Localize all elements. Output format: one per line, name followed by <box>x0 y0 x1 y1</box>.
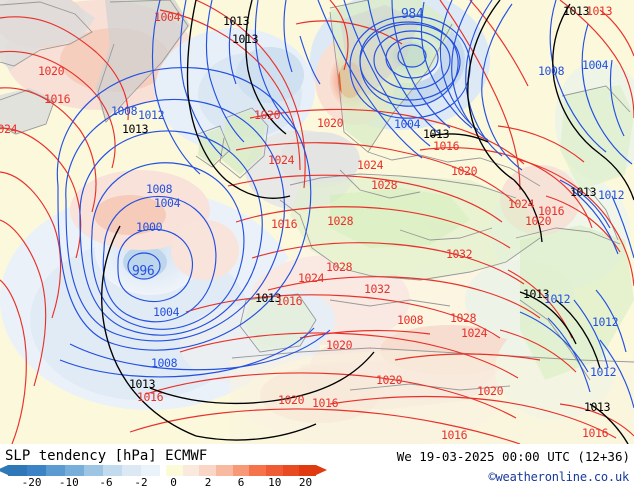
colorbar-swatch <box>249 465 266 476</box>
colorbar-swatch <box>232 465 250 476</box>
colorbar-negative-strip <box>8 465 160 476</box>
colorbar-swatch <box>122 465 141 476</box>
colorbar-tick-label: -10 <box>58 476 79 489</box>
colorbar-swatch <box>299 465 316 476</box>
colorbar-left-arrow <box>0 465 8 475</box>
copyright-credit: ©weatheronline.co.uk <box>488 470 630 484</box>
colorbar-swatch <box>199 465 216 476</box>
isobars-low <box>56 0 634 409</box>
map-canvas <box>0 0 634 444</box>
colorbar-swatch <box>182 465 200 476</box>
colorbar-negative[interactable]: -20 -10 -6 -2 <box>0 464 160 489</box>
isobars-high <box>0 0 634 444</box>
chart-footer: SLP tendency [hPa] ECMWF We 19-03-2025 0… <box>0 444 634 490</box>
colorbar-tick-label: -6 <box>99 476 113 489</box>
weather-map[interactable]: 1004 1013 1013 984 1013 1013 1020 1008 1004 1016 1… <box>0 0 634 444</box>
colorbar-negative-ticks: -20 -10 -6 -2 <box>8 476 160 490</box>
colorbar-swatch <box>215 465 233 476</box>
colorbar-swatch <box>84 465 103 476</box>
chart-datetime: We 19-03-2025 00:00 UTC (12+36) <box>396 449 630 464</box>
colorbar-swatch <box>46 465 65 476</box>
colorbar-swatch <box>166 465 183 476</box>
colorbar-swatch <box>265 465 283 476</box>
colorbar-positive[interactable]: 0 2 6 10 20 <box>166 464 327 489</box>
colorbar-tick-label: -20 <box>21 476 42 489</box>
colorbar-positive-ticks: 0 2 6 10 20 <box>166 476 316 490</box>
colorbar-tick-label: 6 <box>237 476 245 489</box>
colorbar-tick-label: 20 <box>298 476 313 489</box>
colorbar[interactable]: -20 -10 -6 -2 0 2 6 10 20 <box>0 464 330 490</box>
colorbar-tick-label: 2 <box>204 476 212 489</box>
colorbar-tick-label: 10 <box>268 476 282 489</box>
isobars-1013 <box>101 0 634 444</box>
colorbar-positive-strip <box>166 465 316 476</box>
colorbar-swatch <box>282 465 300 476</box>
colorbar-tick-label: 0 <box>170 476 177 489</box>
chart-title: SLP tendency [hPa] ECMWF <box>5 448 208 464</box>
colorbar-swatch <box>141 465 160 476</box>
colorbar-swatch <box>8 465 27 476</box>
landmass-layer <box>0 0 634 380</box>
colorbar-swatch <box>103 465 122 476</box>
colorbar-swatch <box>27 465 46 476</box>
colorbar-right-arrow <box>316 465 327 475</box>
coastline-layer <box>0 0 634 391</box>
colorbar-swatch <box>65 465 84 476</box>
colorbar-tick-label: -2 <box>134 476 148 489</box>
